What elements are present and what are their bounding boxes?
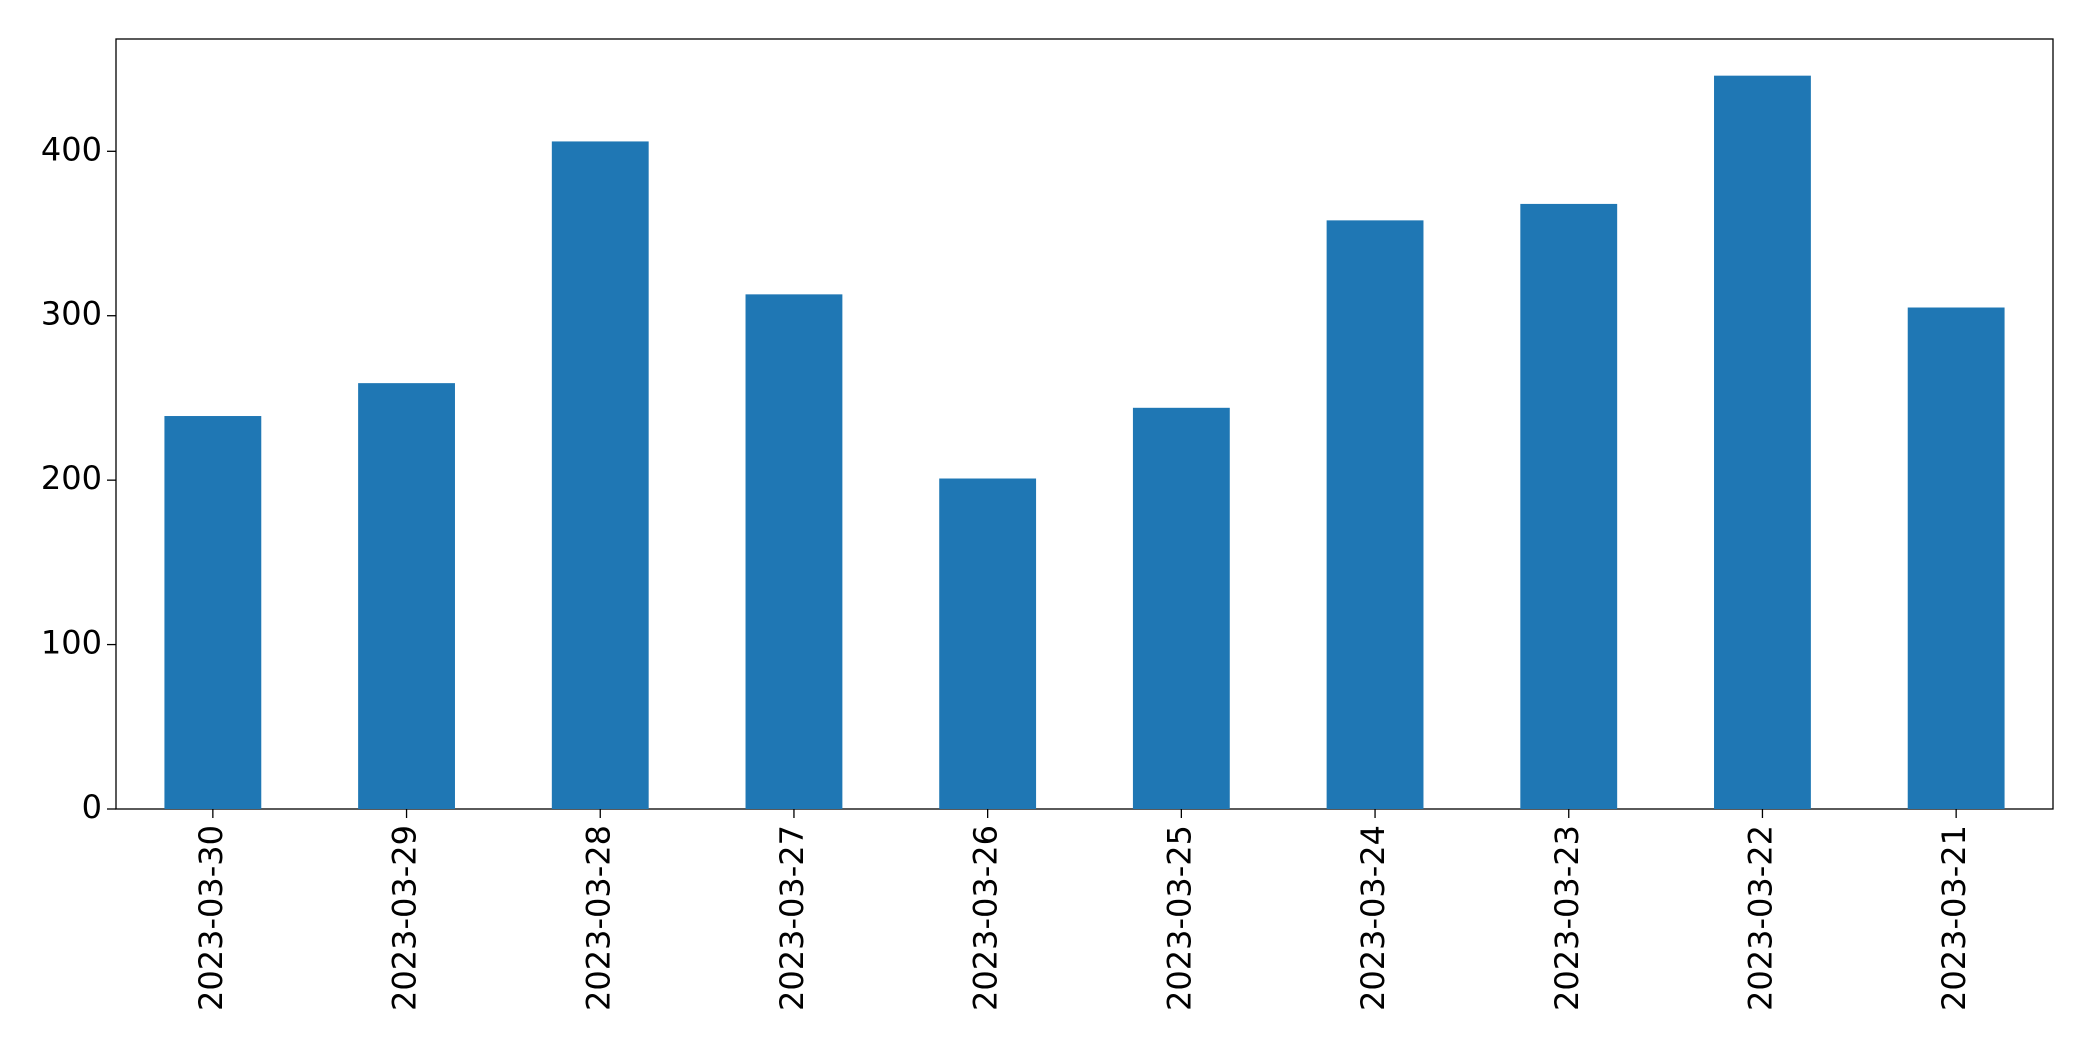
x-tick-label: 2023-03-28 bbox=[579, 825, 617, 1011]
y-tick-label: 400 bbox=[41, 130, 102, 168]
x-tick-label: 2023-03-30 bbox=[192, 825, 230, 1011]
x-tick-label: 2023-03-29 bbox=[386, 825, 424, 1011]
y-tick-label: 0 bbox=[82, 788, 102, 826]
bar bbox=[939, 478, 1037, 809]
bar bbox=[358, 383, 455, 809]
x-tick-label: 2023-03-22 bbox=[1741, 825, 1779, 1011]
x-tick-label: 2023-03-21 bbox=[1935, 825, 1973, 1011]
bar bbox=[1907, 307, 2005, 809]
bar bbox=[1132, 407, 1230, 809]
plot-frame bbox=[115, 38, 2054, 810]
y-tick-label: 300 bbox=[41, 295, 102, 333]
bar bbox=[551, 141, 649, 810]
bar bbox=[164, 416, 262, 809]
bar bbox=[1714, 75, 1811, 809]
y-tick-label: 200 bbox=[41, 459, 102, 497]
bar bbox=[1520, 203, 1618, 809]
x-tick-label: 2023-03-26 bbox=[967, 825, 1005, 1011]
x-tick-label: 2023-03-24 bbox=[1354, 825, 1392, 1011]
y-tick-label: 100 bbox=[41, 624, 102, 662]
bar bbox=[1326, 220, 1424, 810]
x-tick-label: 2023-03-27 bbox=[773, 825, 811, 1011]
x-tick-label: 2023-03-25 bbox=[1160, 825, 1198, 1011]
x-tick-label: 2023-03-23 bbox=[1548, 825, 1586, 1011]
bar bbox=[745, 294, 843, 809]
